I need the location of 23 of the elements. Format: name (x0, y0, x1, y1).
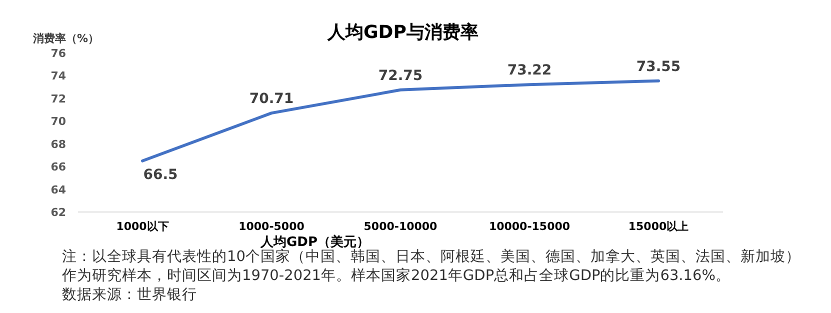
x-tick-label: 15000以上 (628, 220, 689, 233)
y-tick-label: 68 (50, 138, 66, 151)
data-label: 70.71 (249, 91, 294, 108)
text: 注：以全球具有代表性的10个国家（中国、韩国、日本、阿根廷、美国、德国、加拿大、英国、法国、新加坡）作为研究样本，时间区间为1970-2021年。样本国家2021年GDP总和占全球GDP的比重为63.16%。 (62, 248, 802, 286)
y-axis-title: 消费率（%） (32, 32, 100, 45)
chart-title: 人均GDP与消费率 (326, 22, 478, 43)
y-tick-label: 66 (50, 160, 66, 174)
data-label: 72.75 (378, 68, 423, 84)
data-label: 73.55 (636, 58, 681, 75)
source-note: 数据来源：世界银行 (62, 286, 198, 305)
y-tick-label: 64 (50, 183, 66, 196)
y-tick-label: 74 (50, 70, 66, 83)
x-tick-label: 1000以下 (116, 220, 169, 233)
data-label: 66.5 (143, 166, 178, 183)
data-label: 73.22 (507, 62, 552, 79)
y-tick-label: 70 (50, 115, 66, 128)
x-tick-label: 10000-15000 (488, 220, 570, 233)
x-tick-label: 5000-10000 (364, 220, 438, 233)
x-tick-label: 1000-5000 (238, 220, 305, 233)
line-series (141, 79, 660, 162)
y-tick-label: 62 (50, 206, 66, 219)
y-tick-label: 76 (50, 47, 66, 60)
y-tick-label: 72 (50, 92, 66, 106)
